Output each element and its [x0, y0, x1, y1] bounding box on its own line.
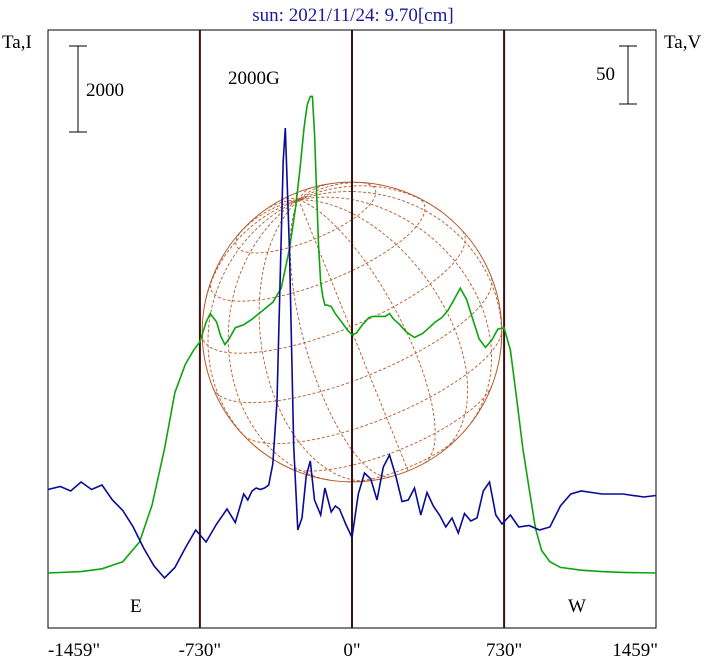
solar-disk-longitude-line — [298, 199, 409, 472]
east-label: E — [130, 596, 142, 617]
x-tick-label: -730" — [179, 640, 222, 661]
solar-disk-longitude-line — [227, 199, 330, 481]
left-axis-label: Ta,I — [2, 32, 32, 53]
solar-disk-longitude-line — [265, 199, 299, 211]
series-intensity-line — [47, 95, 657, 574]
x-tick-label: 730" — [486, 640, 522, 661]
solar-disk-latitude-line — [243, 331, 503, 445]
solar-disk-longitude-line — [298, 199, 469, 452]
solar-disk-latitude-line — [201, 229, 466, 354]
solar-disk-longitude-line — [298, 199, 436, 464]
chart-title: sun: 2021/11/24: 9.70[cm] — [252, 5, 453, 26]
solar-disk-longitude-line — [203, 199, 299, 308]
right-axis-label: Ta,V — [664, 32, 701, 53]
x-tick-label: 0" — [343, 640, 360, 661]
right-scale-bar — [619, 45, 637, 105]
solar-disk-longitude-line — [298, 191, 503, 350]
x-tick-label: 1459" — [612, 640, 658, 661]
x-tick-labels: -1459" -730" 0" 730" 1459" — [48, 640, 658, 661]
solar-disk-longitude-line — [298, 182, 369, 201]
solar-disk-latitude-line — [212, 275, 493, 404]
solar-disk-longitude-line — [236, 199, 299, 237]
right-scale-bar-label: 50 — [596, 64, 615, 85]
solar-disk-longitude-line — [298, 183, 330, 201]
west-label: W — [568, 596, 586, 617]
solar-disk-longitude-line — [298, 196, 492, 424]
left-scale-bar-label: 2000 — [86, 80, 124, 101]
x-tick-label: -1459" — [48, 640, 100, 661]
solar-disk-longitude-line — [281, 197, 299, 201]
left-scale-bar — [69, 45, 87, 133]
solar-disk-longitude-line — [298, 187, 312, 201]
series-polarization-line — [47, 127, 657, 580]
peak-annotation: 2000G — [228, 68, 280, 89]
solar-disk-longitude-line — [207, 199, 299, 449]
solar-disk-latitude-line — [289, 385, 493, 472]
solar-disk-longitude-line — [258, 199, 370, 482]
solar-disk-longitude-line — [289, 199, 391, 478]
solar-disk-latitude-line — [347, 435, 460, 483]
